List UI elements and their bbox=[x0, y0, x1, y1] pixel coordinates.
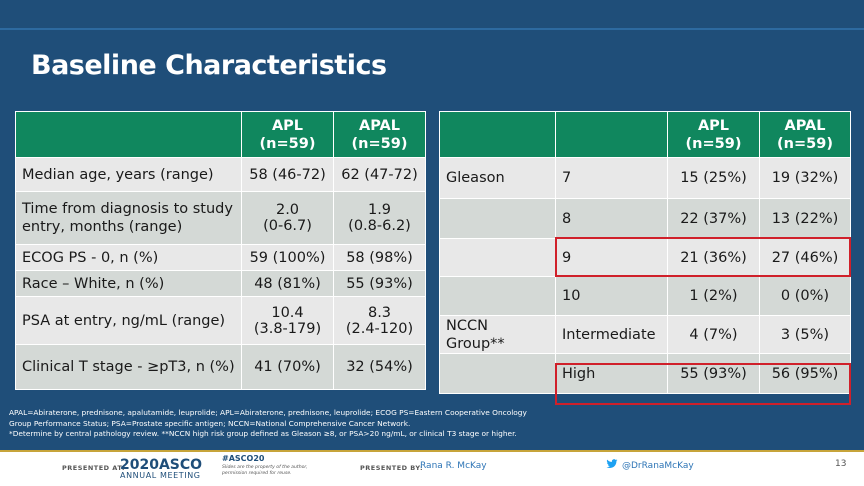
baseline-table-right: APL (n=59) APAL (n=59) Gleason 7 15 (25%) … bbox=[439, 111, 851, 394]
header-blank bbox=[555, 111, 668, 158]
page-number: 13 bbox=[835, 459, 847, 469]
disclaimer: Slides are the property of the author, p… bbox=[222, 465, 308, 476]
table-row: 9 21 (36%) 27 (46%) bbox=[439, 238, 851, 277]
cell-apal: 1.9 (0.8-6.2) bbox=[333, 191, 426, 245]
cell-apal: 27 (46%) bbox=[759, 238, 851, 277]
footnotes: APAL=Abiraterone, prednisone, apalutamid… bbox=[9, 408, 859, 440]
logo-name: ASCO bbox=[158, 457, 203, 473]
sub-label: 9 bbox=[555, 238, 668, 277]
row-label: ECOG PS - 0, n (%) bbox=[15, 244, 242, 271]
group-label bbox=[439, 353, 556, 394]
table-row: Clinical T stage - ≥pT3, n (%) 41 (70%) … bbox=[15, 344, 426, 390]
cell-apal: 13 (22%) bbox=[759, 198, 851, 239]
footnote-line: *Determine by central pathology review. … bbox=[9, 429, 517, 439]
sub-label: 7 bbox=[555, 157, 668, 199]
cell-apl: 21 (36%) bbox=[667, 238, 760, 277]
presenter-name: Rana R. McKay bbox=[420, 461, 487, 471]
asco-logo: 2020ASCO bbox=[120, 457, 202, 473]
cell-apl: 41 (70%) bbox=[241, 344, 334, 390]
table-row: Race – White, n (%) 48 (81%) 55 (93%) bbox=[15, 270, 426, 297]
cell-apl: 15 (25%) bbox=[667, 157, 760, 199]
sub-label: 10 bbox=[555, 276, 668, 316]
row-label: Race – White, n (%) bbox=[15, 270, 242, 297]
footnote-line: APAL=Abiraterone, prednisone, apalutamid… bbox=[9, 408, 527, 417]
twitter-handle[interactable]: @DrRanaMcKay bbox=[622, 461, 694, 471]
table-row: ECOG PS - 0, n (%) 59 (100%) 58 (98%) bbox=[15, 244, 426, 271]
table-row: NCCN Group** Intermediate 4 (7%) 3 (5%) bbox=[439, 315, 851, 354]
header-apl-label: APL (n=59) bbox=[259, 117, 316, 152]
header-apal-label: APAL (n=59) bbox=[351, 117, 408, 152]
header-apl: APL (n=59) bbox=[667, 111, 760, 158]
cell-apal: 55 (93%) bbox=[333, 270, 426, 297]
presented-by-label: PRESENTED BY: bbox=[360, 464, 424, 472]
cell-apal: 3 (5%) bbox=[759, 315, 851, 354]
cell-apal: 19 (32%) bbox=[759, 157, 851, 199]
header-apal: APAL (n=59) bbox=[333, 111, 426, 158]
table-row: 10 1 (2%) 0 (0%) bbox=[439, 276, 851, 316]
header-apal-label: APAL (n=59) bbox=[777, 117, 833, 152]
header-apal: APAL (n=59) bbox=[759, 111, 851, 158]
cell-apl: 22 (37%) bbox=[667, 198, 760, 239]
row-label: Clinical T stage - ≥pT3, n (%) bbox=[15, 344, 242, 390]
group-label bbox=[439, 238, 556, 277]
cell-apal: 0 (0%) bbox=[759, 276, 851, 316]
header-apl: APL (n=59) bbox=[241, 111, 334, 158]
footer-rule bbox=[0, 450, 864, 452]
row-label: Time from diagnosis to study entry, mont… bbox=[15, 191, 242, 245]
footnote-line: Group Performance Status; PSA=Prostate s… bbox=[9, 418, 411, 428]
group-label: Gleason bbox=[439, 157, 556, 199]
annual-meeting-label: ANNUAL MEETING bbox=[120, 471, 201, 480]
cell-apl: 4 (7%) bbox=[667, 315, 760, 354]
group-label bbox=[439, 198, 556, 239]
twitter-icon bbox=[606, 459, 618, 469]
hashtag: #ASCO20 bbox=[222, 454, 265, 463]
top-divider bbox=[0, 28, 864, 30]
table-row: Time from diagnosis to study entry, mont… bbox=[15, 191, 426, 245]
table-row: Gleason 7 15 (25%) 19 (32%) bbox=[439, 157, 851, 199]
table-row: High 55 (93%) 56 (95%) bbox=[439, 353, 851, 394]
cell-apal: 56 (95%) bbox=[759, 353, 851, 394]
sub-label: 8 bbox=[555, 198, 668, 239]
table-row: Median age, years (range) 58 (46-72) 62 … bbox=[15, 157, 426, 192]
row-label: Median age, years (range) bbox=[15, 157, 242, 192]
sub-label: Intermediate bbox=[555, 315, 668, 354]
footer-bar bbox=[0, 450, 864, 486]
cell-apl: 10.4 (3.8-179) bbox=[241, 296, 334, 345]
cell-apl: 55 (93%) bbox=[667, 353, 760, 394]
page-title: Baseline Characteristics bbox=[31, 50, 387, 81]
header-blank bbox=[439, 111, 556, 158]
group-label bbox=[439, 276, 556, 316]
cell-apl: 48 (81%) bbox=[241, 270, 334, 297]
table-row: 8 22 (37%) 13 (22%) bbox=[439, 198, 851, 239]
cell-apl: 58 (46-72) bbox=[241, 157, 334, 192]
cell-apal: 32 (54%) bbox=[333, 344, 426, 390]
row-label: PSA at entry, ng/mL (range) bbox=[15, 296, 242, 345]
group-label: NCCN Group** bbox=[439, 315, 556, 354]
sub-label: High bbox=[555, 353, 668, 394]
cell-apal: 58 (98%) bbox=[333, 244, 426, 271]
header-apl-label: APL (n=59) bbox=[685, 117, 742, 152]
logo-year: 2020 bbox=[120, 457, 159, 473]
cell-apl: 59 (100%) bbox=[241, 244, 334, 271]
cell-apl: 1 (2%) bbox=[667, 276, 760, 316]
baseline-table-left: APL (n=59) APAL (n=59) Median age, years (… bbox=[15, 111, 426, 390]
presented-at-label: PRESENTED AT: bbox=[62, 464, 126, 472]
cell-apl: 2.0 (0-6.7) bbox=[241, 191, 334, 245]
cell-apal: 62 (47-72) bbox=[333, 157, 426, 192]
cell-apal: 8.3 (2.4-120) bbox=[333, 296, 426, 345]
table-row: PSA at entry, ng/mL (range) 10.4 (3.8-179… bbox=[15, 296, 426, 345]
header-blank bbox=[15, 111, 242, 158]
